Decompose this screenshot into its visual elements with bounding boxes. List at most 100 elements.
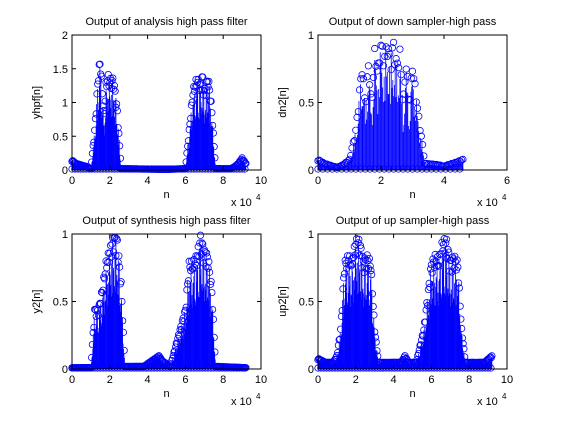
y-tick-label: 0.5 — [53, 131, 68, 143]
data-point — [205, 86, 214, 94]
data-point — [100, 273, 108, 281]
data-point — [333, 352, 341, 360]
data-point — [347, 165, 355, 173]
data-point — [354, 239, 362, 247]
data-point — [351, 364, 359, 372]
data-point — [74, 364, 82, 372]
data-point — [93, 90, 101, 98]
data-point — [394, 165, 402, 173]
data-point — [161, 165, 170, 173]
data-point — [94, 311, 103, 320]
data-point — [207, 97, 215, 105]
chart-title: Output of synthesis high pass filter — [82, 215, 250, 227]
data-point — [368, 270, 376, 279]
y-tick-label: 0 — [308, 165, 314, 177]
data-point — [320, 364, 328, 372]
data-point — [210, 165, 218, 173]
data-point — [119, 364, 127, 372]
y-axis-label: y2[n] — [31, 290, 43, 314]
x-tick-label: 8 — [220, 175, 226, 187]
data-point — [425, 279, 433, 287]
data-point — [174, 334, 182, 343]
data-point — [338, 165, 346, 173]
data-point — [441, 364, 450, 372]
data-point — [187, 364, 195, 372]
data-point — [104, 70, 112, 79]
x-tick-label: 10 — [501, 374, 513, 386]
data-point — [238, 165, 246, 173]
data-point — [199, 73, 207, 81]
data-point — [178, 325, 186, 334]
data-point — [89, 141, 97, 150]
y-axis-label: up2[n] — [277, 286, 289, 317]
data-point — [116, 364, 124, 372]
data-point — [396, 45, 404, 53]
data-point — [418, 331, 426, 340]
data-point — [353, 113, 361, 121]
data-point — [478, 364, 487, 372]
data-point — [453, 364, 461, 372]
data-point — [411, 80, 419, 88]
data-point — [379, 364, 387, 372]
data-point — [190, 264, 199, 272]
plot-frame — [317, 233, 508, 370]
data-point — [402, 364, 410, 372]
data-point — [368, 93, 376, 101]
data-point — [184, 280, 192, 288]
data-point — [74, 165, 82, 173]
x-axis-multiplier: x 10 — [477, 396, 498, 408]
data-point — [113, 234, 121, 243]
x-tick-label: 4 — [145, 175, 151, 187]
x-tick-label: 6 — [428, 374, 434, 386]
data-point — [119, 165, 127, 173]
data-point — [79, 165, 87, 173]
data-point — [106, 241, 115, 250]
data-point — [187, 101, 196, 109]
data-point — [407, 74, 415, 82]
data-point — [93, 305, 101, 313]
data-point — [427, 364, 435, 372]
data-point — [114, 124, 122, 132]
data-point — [413, 364, 421, 372]
data-point — [451, 252, 459, 260]
data-point — [461, 353, 469, 361]
data-point — [173, 364, 181, 372]
data-point — [459, 155, 467, 163]
data-point — [161, 364, 170, 372]
data-point — [355, 86, 364, 94]
data-point — [113, 165, 121, 173]
data-point — [347, 262, 355, 270]
y-tick-label: 0.5 — [299, 297, 314, 309]
data-point — [96, 364, 104, 372]
y-tick-label: 0 — [62, 364, 68, 376]
data-point — [150, 165, 158, 173]
data-point — [349, 138, 357, 146]
data-point — [171, 347, 179, 355]
data-point — [181, 306, 189, 314]
data-point — [366, 165, 374, 173]
data-point — [190, 364, 198, 372]
data-point — [125, 165, 133, 173]
data-point — [486, 353, 494, 361]
data-point — [434, 261, 442, 269]
data-point — [180, 317, 188, 326]
data-point — [112, 103, 120, 111]
y-tick-label: 1 — [62, 229, 68, 241]
data-point — [91, 364, 99, 372]
data-point — [190, 165, 198, 173]
data-point — [415, 346, 423, 354]
x-tick-label: 6 — [504, 175, 510, 187]
data-point — [116, 154, 124, 162]
data-point — [201, 364, 209, 372]
data-point — [100, 110, 109, 118]
data-point — [224, 364, 232, 372]
data-point — [173, 165, 181, 173]
data-point — [168, 354, 177, 363]
x-axis-multiplier: x 10 — [231, 396, 252, 408]
data-point — [156, 364, 164, 372]
y-tick-label: 1 — [62, 98, 68, 110]
data-point — [209, 305, 217, 314]
data-point — [93, 165, 102, 173]
y-tick-label: 0.5 — [53, 297, 68, 309]
data-point — [92, 110, 100, 118]
